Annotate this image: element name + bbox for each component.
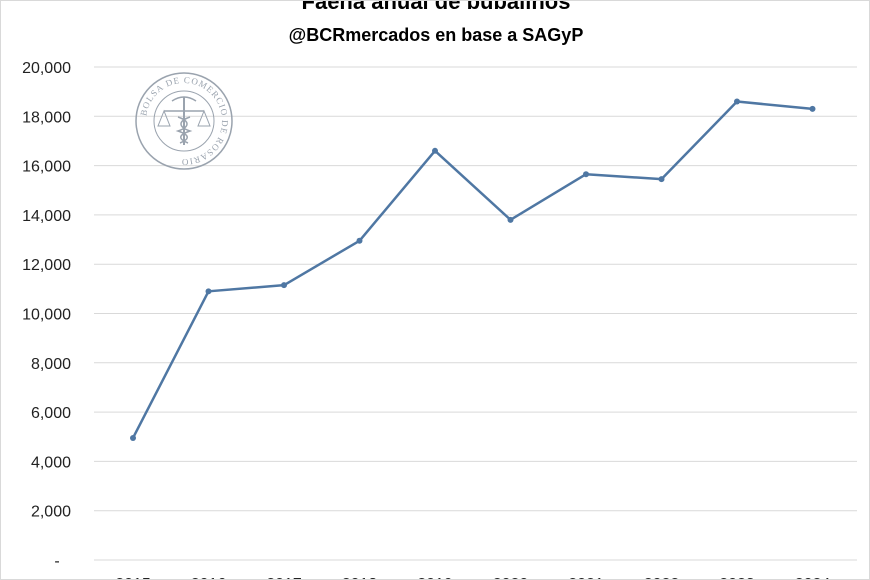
- y-tick-label: 20,000: [22, 60, 71, 77]
- x-tick-label: 2018: [342, 576, 378, 580]
- data-point: [809, 105, 816, 112]
- y-tick-label: 14,000: [22, 208, 71, 225]
- data-point: [281, 282, 287, 289]
- x-tick-label: 2024: [795, 576, 831, 580]
- data-point: [583, 171, 589, 178]
- y-tick-label: 6,000: [31, 405, 71, 422]
- y-tick-label: 18,000: [22, 109, 71, 126]
- y-tick-label: 4,000: [31, 454, 71, 471]
- x-tick-label: 2020: [493, 576, 529, 580]
- series-line: [131, 100, 813, 439]
- y-tick-label: 8,000: [31, 356, 71, 373]
- data-point: [205, 288, 212, 295]
- data-points: [130, 98, 816, 441]
- data-point: [658, 176, 665, 183]
- y-tick-label: -: [54, 553, 59, 570]
- x-tick-label: 2023: [719, 576, 755, 580]
- x-tick-label: 2021: [568, 576, 604, 580]
- data-point: [507, 216, 514, 223]
- bcr-seal-icon: BOLSA DE COMERCIO DE ROSARIO: [135, 72, 233, 170]
- x-tick-label: 2017: [266, 576, 302, 580]
- chart-title: Faena anual de bubalinos: [301, 0, 571, 14]
- y-tick-label: 12,000: [22, 257, 71, 274]
- data-point: [356, 237, 363, 244]
- data-point: [130, 434, 136, 441]
- x-tick-label: 2015: [115, 576, 151, 580]
- x-tick-label: 2016: [191, 576, 227, 580]
- data-point: [432, 147, 438, 154]
- y-tick-label: 10,000: [22, 307, 71, 324]
- y-tick-label: 16,000: [22, 159, 71, 176]
- x-axis-ticks: 2015 2016 2017 2018 2019 2020 2021 2022 2023 2024: [115, 576, 831, 580]
- gridlines: [94, 66, 857, 561]
- x-tick-label: 2019: [417, 576, 453, 580]
- data-point: [734, 98, 740, 105]
- chart-subtitle: @BCRmercados en base a SAGyP: [288, 25, 584, 45]
- series-lines: [131, 100, 813, 439]
- x-tick-label: 2022: [644, 576, 680, 580]
- y-tick-label: 2,000: [31, 504, 71, 521]
- y-axis-ticks: - 2,000 4,000 6,000 8,000 10,000 12,000 14,000 1…: [22, 60, 71, 570]
